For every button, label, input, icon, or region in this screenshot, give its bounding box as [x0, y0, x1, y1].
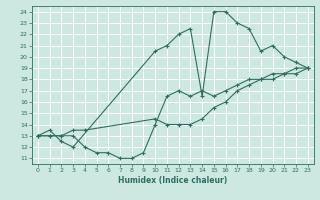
- X-axis label: Humidex (Indice chaleur): Humidex (Indice chaleur): [118, 176, 228, 185]
